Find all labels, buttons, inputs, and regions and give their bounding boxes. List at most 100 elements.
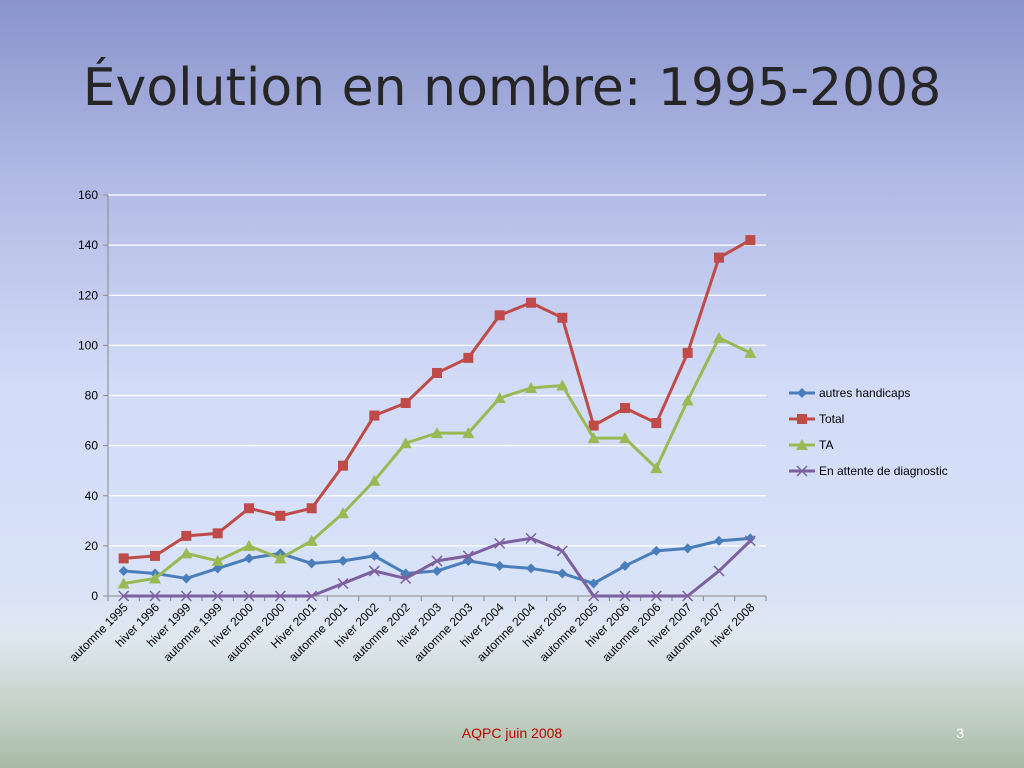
y-tick-label: 140: [78, 238, 98, 252]
data-point: [494, 310, 505, 321]
data-point: [369, 550, 380, 561]
data-point: [149, 572, 161, 584]
data-point: [181, 573, 192, 584]
series-line: [123, 238, 752, 560]
y-tick-label: 60: [85, 439, 99, 453]
data-point: [682, 543, 693, 554]
data-point: [369, 410, 380, 421]
data-point: [212, 590, 224, 602]
data-point: [274, 590, 286, 602]
data-point: [494, 560, 505, 571]
data-point: [650, 590, 662, 602]
data-point: [432, 367, 442, 378]
data-point: [525, 532, 537, 544]
data-point: [275, 510, 286, 521]
data-point: [180, 547, 193, 559]
legend-item: autres handicaps: [789, 386, 910, 400]
data-point: [306, 503, 317, 514]
data-point: [118, 553, 129, 564]
data-point: [212, 528, 223, 539]
data-point: [651, 418, 662, 429]
data-point: [368, 565, 380, 577]
data-point: [714, 252, 724, 263]
data-point: [244, 503, 254, 514]
data-point: [682, 347, 693, 358]
chart-legend: autres handicaps Total TA En attente de dia…: [789, 386, 948, 478]
data-point: [619, 590, 631, 602]
series-ta: [117, 331, 757, 589]
data-point: [243, 590, 255, 602]
legend-item: Total: [789, 412, 844, 426]
data-point: [620, 403, 630, 414]
y-tick-label: 0: [91, 589, 98, 603]
data-point: [274, 552, 287, 564]
data-point: [399, 437, 412, 449]
data-point: [588, 420, 599, 431]
legend-marker: [797, 388, 807, 398]
data-point: [150, 550, 160, 561]
data-point: [651, 545, 662, 556]
data-point: [244, 553, 254, 564]
data-point: [337, 507, 349, 519]
y-tick-label: 20: [85, 539, 99, 553]
data-point: [744, 535, 756, 547]
legend-item: En attente de diagnostic: [789, 464, 948, 478]
y-axis-tick-labels: 0 20 40 60 80 100 120 140 160: [78, 188, 98, 603]
data-point: [462, 550, 474, 562]
data-point: [118, 590, 130, 602]
y-tick-label: 120: [78, 288, 98, 302]
data-point: [400, 572, 412, 584]
data-point: [432, 565, 442, 576]
data-point: [338, 460, 348, 471]
data-point: [713, 565, 725, 577]
data-point: [368, 474, 381, 486]
legend-label: autres handicaps: [819, 386, 910, 400]
data-point: [462, 427, 475, 439]
legend-label: TA: [819, 438, 833, 452]
data-point: [431, 555, 443, 567]
legend-marker: [797, 414, 807, 424]
data-point: [337, 577, 349, 589]
legend-label: En attente de diagnostic: [819, 464, 948, 478]
series-autres-handicaps: [118, 533, 756, 589]
legend-marker: [796, 439, 808, 450]
data-point: [714, 535, 724, 546]
data-point: [588, 590, 600, 602]
data-point: [149, 590, 161, 602]
data-point: [556, 545, 568, 557]
chart-series: [117, 235, 757, 602]
data-point: [211, 554, 224, 566]
data-point: [306, 558, 317, 569]
data-point: [117, 577, 130, 589]
chart-gridlines: [108, 194, 766, 547]
data-point: [744, 346, 757, 358]
y-tick-label: 160: [78, 188, 98, 202]
y-tick-label: 40: [85, 489, 99, 503]
data-point: [494, 537, 506, 549]
data-point: [557, 568, 568, 579]
data-point: [713, 331, 725, 343]
data-point: [620, 560, 630, 571]
legend-label: Total: [819, 412, 844, 426]
data-point: [526, 297, 536, 308]
data-point: [118, 565, 129, 576]
series-total: [118, 235, 756, 564]
y-tick-label: 80: [85, 389, 99, 403]
slide-title: Évolution en nombre: 1995-2008: [82, 58, 942, 118]
data-point: [745, 533, 756, 544]
legend-marker: [796, 465, 808, 477]
data-point: [588, 578, 599, 589]
data-point: [212, 563, 223, 574]
data-point: [745, 235, 756, 246]
data-point: [180, 590, 192, 602]
data-point: [650, 462, 663, 474]
slide-page-number: 3: [956, 725, 964, 741]
data-point: [431, 427, 443, 439]
data-point: [557, 312, 568, 323]
data-point: [681, 394, 694, 406]
data-point: [619, 432, 631, 444]
data-point: [682, 590, 694, 602]
y-tick-label: 100: [78, 338, 98, 352]
